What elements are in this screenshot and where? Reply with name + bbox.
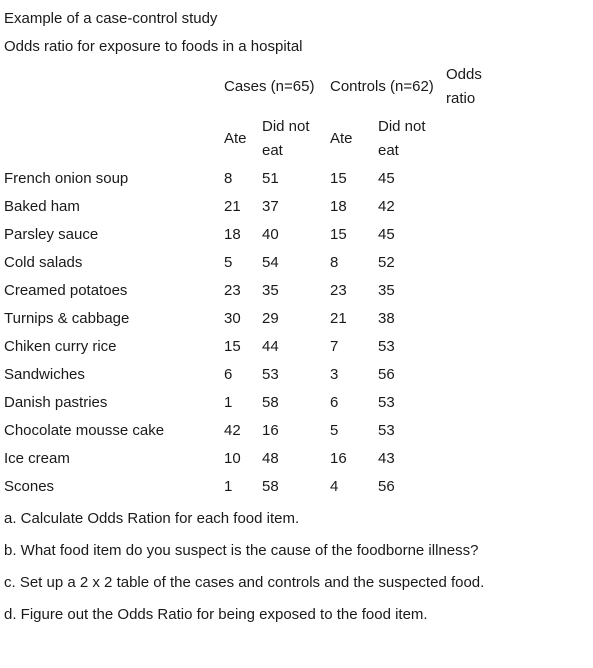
- controls-ate-value: 21: [330, 310, 347, 327]
- food-name: Parsley sauce: [4, 226, 99, 243]
- cases-did-not-eat-header: Did not eat: [262, 115, 310, 163]
- cases-not-value: 58: [262, 394, 279, 411]
- controls-not-value: 43: [378, 450, 395, 467]
- controls-ate-value: 7: [330, 338, 339, 355]
- odds-ratio-header-line-1: Odds: [446, 66, 482, 83]
- table-row: Cold salads 5 54 8 52: [0, 253, 593, 281]
- cases-not-value: 16: [262, 422, 279, 439]
- food-name: Creamed potatoes: [4, 282, 128, 299]
- controls-ate-value: 16: [330, 450, 347, 467]
- food-name: French onion soup: [4, 170, 129, 187]
- cases-not-value: 53: [262, 366, 279, 383]
- did-not-eat-line-2: eat: [262, 142, 283, 159]
- cases-not-value: 37: [262, 198, 279, 215]
- cases-ate-value: 1: [224, 394, 233, 411]
- food-name: Ice cream: [4, 450, 70, 467]
- controls-not-value: 38: [378, 310, 395, 327]
- food-name: Cold salads: [4, 254, 83, 271]
- question-d: d. Figure out the Odds Ratio for being e…: [4, 606, 428, 623]
- cases-ate-value: 5: [224, 254, 233, 271]
- controls-not-value: 45: [378, 170, 395, 187]
- cases-ate-value: 18: [224, 226, 241, 243]
- controls-ate-value: 23: [330, 282, 347, 299]
- controls-ate-value: 3: [330, 366, 339, 383]
- cases-ate-value: 6: [224, 366, 233, 383]
- cases-not-value: 54: [262, 254, 279, 271]
- table-row: Parsley sauce 18 40 15 45: [0, 225, 593, 253]
- cases-not-value: 48: [262, 450, 279, 467]
- question-a: a. Calculate Odds Ration for each food i…: [4, 510, 300, 527]
- did-not-eat-line-1: Did not: [378, 118, 426, 135]
- cases-ate-value: 10: [224, 450, 241, 467]
- document-title: Example of a case-control study: [4, 10, 218, 27]
- controls-did-not-eat-header: Did not eat: [378, 115, 426, 163]
- table-caption: Odds ratio for exposure to foods in a ho…: [4, 38, 303, 55]
- controls-not-value: 56: [378, 366, 395, 383]
- cases-not-value: 29: [262, 310, 279, 327]
- controls-not-value: 45: [378, 226, 395, 243]
- food-name: Scones: [4, 478, 55, 495]
- controls-ate-value: 6: [330, 394, 339, 411]
- cases-not-value: 44: [262, 338, 279, 355]
- cases-not-value: 35: [262, 282, 279, 299]
- cases-not-value: 58: [262, 478, 279, 495]
- cases-ate-header: Ate: [224, 130, 247, 147]
- food-name: Chiken curry rice: [4, 338, 117, 355]
- controls-ate-header: Ate: [330, 130, 353, 147]
- table-row: Scones 1 58 4 56: [0, 477, 593, 505]
- cases-ate-value: 21: [224, 198, 241, 215]
- cases-ate-value: 23: [224, 282, 241, 299]
- odds-ratio-header-line-2: ratio: [446, 90, 476, 107]
- cases-not-value: 40: [262, 226, 279, 243]
- cases-ate-value: 8: [224, 170, 233, 187]
- question-b: b. What food item do you suspect is the …: [4, 542, 479, 559]
- table-row: Turnips & cabbage 30 29 21 38: [0, 309, 593, 337]
- table-row: Creamed potatoes 23 35 23 35: [0, 281, 593, 309]
- table-row: Sandwiches 6 53 3 56: [0, 365, 593, 393]
- cases-header: Cases (n=65): [224, 78, 315, 95]
- controls-ate-value: 18: [330, 198, 347, 215]
- table-row: Chocolate mousse cake 42 16 5 53: [0, 421, 593, 449]
- controls-ate-value: 15: [330, 226, 347, 243]
- cases-ate-value: 15: [224, 338, 241, 355]
- question-c: c. Set up a 2 x 2 table of the cases and…: [4, 574, 485, 591]
- controls-ate-value: 8: [330, 254, 339, 271]
- food-name: Danish pastries: [4, 394, 108, 411]
- controls-not-value: 42: [378, 198, 395, 215]
- food-name: Turnips & cabbage: [4, 310, 130, 327]
- cases-ate-value: 30: [224, 310, 241, 327]
- table-row: Baked ham 21 37 18 42: [0, 197, 593, 225]
- table-row: Ice cream 10 48 16 43: [0, 449, 593, 477]
- controls-not-value: 53: [378, 338, 395, 355]
- cases-ate-value: 1: [224, 478, 233, 495]
- controls-not-value: 53: [378, 422, 395, 439]
- controls-ate-value: 5: [330, 422, 339, 439]
- table-row: French onion soup 8 51 15 45: [0, 169, 593, 197]
- food-name: Sandwiches: [4, 366, 85, 383]
- odds-ratio-header: Odds ratio: [446, 63, 482, 111]
- controls-ate-value: 4: [330, 478, 339, 495]
- controls-ate-value: 15: [330, 170, 347, 187]
- did-not-eat-line-1: Did not: [262, 118, 310, 135]
- controls-not-value: 52: [378, 254, 395, 271]
- controls-not-value: 35: [378, 282, 395, 299]
- food-name: Chocolate mousse cake: [4, 422, 165, 439]
- cases-not-value: 51: [262, 170, 279, 187]
- did-not-eat-line-2: eat: [378, 142, 399, 159]
- food-name: Baked ham: [4, 198, 80, 215]
- controls-header: Controls (n=62): [330, 78, 434, 95]
- controls-not-value: 56: [378, 478, 395, 495]
- table-row: Chiken curry rice 15 44 7 53: [0, 337, 593, 365]
- table-row: Danish pastries 1 58 6 53: [0, 393, 593, 421]
- cases-ate-value: 42: [224, 422, 241, 439]
- controls-not-value: 53: [378, 394, 395, 411]
